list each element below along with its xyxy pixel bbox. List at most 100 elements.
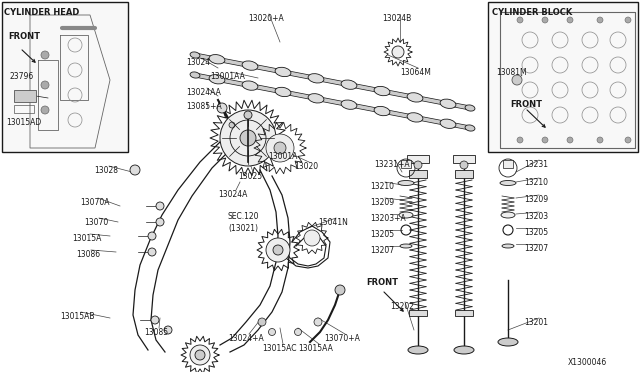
Circle shape bbox=[517, 137, 523, 143]
Circle shape bbox=[294, 328, 301, 336]
Text: 15041N: 15041N bbox=[318, 218, 348, 227]
Circle shape bbox=[597, 137, 603, 143]
Text: 13203+A: 13203+A bbox=[370, 214, 406, 223]
Circle shape bbox=[512, 75, 522, 85]
Text: 13081M: 13081M bbox=[496, 68, 527, 77]
Bar bbox=[409, 170, 427, 178]
Circle shape bbox=[335, 285, 345, 295]
Circle shape bbox=[273, 245, 283, 255]
Circle shape bbox=[164, 326, 172, 334]
Ellipse shape bbox=[209, 55, 225, 64]
Circle shape bbox=[274, 142, 286, 154]
Ellipse shape bbox=[407, 113, 423, 122]
Ellipse shape bbox=[308, 74, 324, 83]
Text: 13024B: 13024B bbox=[382, 14, 412, 23]
Circle shape bbox=[130, 165, 140, 175]
Text: 13015A: 13015A bbox=[72, 234, 101, 243]
Circle shape bbox=[625, 17, 631, 23]
Bar bbox=[14, 90, 36, 102]
Bar bbox=[14, 105, 34, 113]
Bar bbox=[455, 310, 473, 316]
Ellipse shape bbox=[190, 52, 200, 58]
Text: SEC.120: SEC.120 bbox=[228, 212, 259, 221]
Ellipse shape bbox=[500, 180, 516, 186]
Circle shape bbox=[567, 137, 573, 143]
Circle shape bbox=[240, 130, 256, 146]
Text: 13015AC: 13015AC bbox=[262, 344, 296, 353]
Text: 13024+A: 13024+A bbox=[228, 334, 264, 343]
Circle shape bbox=[414, 161, 422, 169]
Text: 13070: 13070 bbox=[84, 218, 108, 227]
Text: 13015AA: 13015AA bbox=[298, 344, 333, 353]
Ellipse shape bbox=[501, 212, 515, 218]
Text: 13070+A: 13070+A bbox=[324, 334, 360, 343]
Text: CYLINDER BLOCK: CYLINDER BLOCK bbox=[492, 8, 572, 17]
Ellipse shape bbox=[465, 125, 475, 131]
Circle shape bbox=[156, 218, 164, 226]
Text: FRONT: FRONT bbox=[510, 100, 542, 109]
Ellipse shape bbox=[374, 106, 390, 116]
Text: 13205: 13205 bbox=[524, 228, 548, 237]
Text: 13001AA: 13001AA bbox=[210, 72, 245, 81]
Circle shape bbox=[195, 350, 205, 360]
Circle shape bbox=[266, 238, 290, 262]
Text: FRONT: FRONT bbox=[8, 32, 40, 41]
Text: 13209: 13209 bbox=[524, 195, 548, 204]
Bar bbox=[503, 160, 513, 168]
Circle shape bbox=[217, 103, 227, 113]
Text: 13085: 13085 bbox=[144, 328, 168, 337]
Ellipse shape bbox=[308, 94, 324, 103]
Bar bbox=[455, 170, 473, 178]
Ellipse shape bbox=[407, 93, 423, 102]
Circle shape bbox=[625, 137, 631, 143]
Ellipse shape bbox=[275, 67, 291, 77]
Text: 13231+A: 13231+A bbox=[374, 160, 410, 169]
Circle shape bbox=[597, 17, 603, 23]
Text: 13028: 13028 bbox=[94, 166, 118, 175]
Text: 23796: 23796 bbox=[10, 72, 35, 81]
Ellipse shape bbox=[454, 346, 474, 354]
Ellipse shape bbox=[341, 80, 357, 89]
Bar bbox=[453, 155, 475, 163]
Circle shape bbox=[517, 17, 523, 23]
Circle shape bbox=[190, 345, 210, 365]
Ellipse shape bbox=[341, 100, 357, 109]
Circle shape bbox=[156, 202, 164, 210]
Circle shape bbox=[392, 46, 404, 58]
Ellipse shape bbox=[408, 346, 428, 354]
Ellipse shape bbox=[502, 244, 514, 248]
Text: 13070A: 13070A bbox=[80, 198, 109, 207]
Circle shape bbox=[304, 230, 320, 246]
Text: 13025: 13025 bbox=[238, 172, 262, 181]
Text: 13024: 13024 bbox=[186, 58, 210, 67]
Circle shape bbox=[229, 122, 235, 128]
Ellipse shape bbox=[242, 81, 258, 90]
Circle shape bbox=[41, 106, 49, 114]
Circle shape bbox=[266, 134, 294, 162]
Text: 13202: 13202 bbox=[390, 302, 414, 311]
Ellipse shape bbox=[374, 86, 390, 96]
Circle shape bbox=[220, 110, 276, 166]
Text: 13210: 13210 bbox=[524, 178, 548, 187]
Text: 13024AA: 13024AA bbox=[186, 88, 221, 97]
Bar bbox=[2, 2, 128, 152]
Ellipse shape bbox=[440, 99, 456, 108]
Circle shape bbox=[148, 232, 156, 240]
Text: (13021): (13021) bbox=[228, 224, 258, 233]
Ellipse shape bbox=[399, 212, 413, 218]
Circle shape bbox=[258, 318, 266, 326]
Text: 13205: 13205 bbox=[370, 230, 394, 239]
Circle shape bbox=[567, 17, 573, 23]
Text: 13209: 13209 bbox=[370, 198, 394, 207]
Text: 13203: 13203 bbox=[524, 212, 548, 221]
Circle shape bbox=[148, 248, 156, 256]
Text: 13020: 13020 bbox=[294, 162, 318, 171]
Text: 13001A: 13001A bbox=[268, 152, 298, 161]
Circle shape bbox=[151, 316, 159, 324]
Text: 13024A: 13024A bbox=[218, 190, 248, 199]
Text: 13086: 13086 bbox=[76, 250, 100, 259]
Ellipse shape bbox=[398, 180, 414, 186]
Ellipse shape bbox=[400, 244, 412, 248]
Circle shape bbox=[542, 17, 548, 23]
Circle shape bbox=[244, 111, 252, 119]
